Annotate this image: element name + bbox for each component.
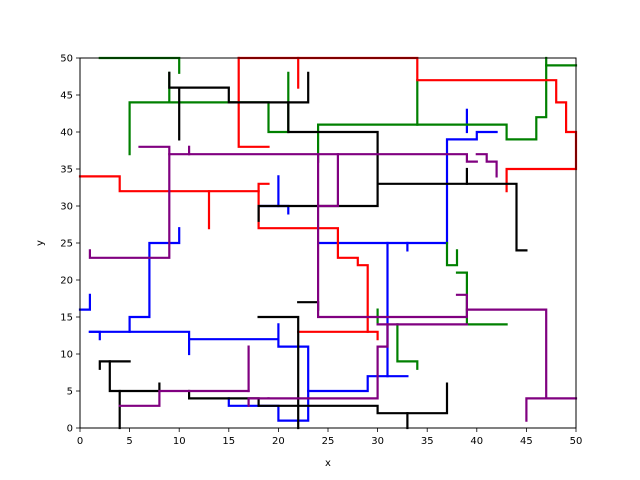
x-tick-label: 25	[322, 436, 335, 447]
series-line-25	[237, 56, 270, 148]
y-tick-label: 45	[60, 91, 73, 102]
series-line-19	[445, 241, 459, 267]
series-line-51	[267, 323, 389, 400]
x-tick-label: 35	[421, 436, 434, 447]
y-tick-label: 35	[60, 165, 73, 176]
x-tick-label: 50	[570, 436, 583, 447]
series-line-28	[257, 190, 379, 341]
series-line-26	[237, 56, 578, 193]
x-tick-label: 45	[520, 436, 533, 447]
y-tick-label: 50	[60, 54, 73, 65]
series-line-16	[317, 79, 419, 163]
series-line-17	[416, 56, 548, 141]
series-line-6	[227, 389, 310, 422]
y-tick-label: 15	[60, 313, 73, 324]
series-line-24	[207, 182, 270, 193]
series-line-3	[128, 227, 181, 333]
y-tick-label: 10	[60, 350, 73, 361]
series-line-30	[168, 71, 310, 104]
y-tick-label: 0	[67, 424, 73, 435]
series-line-54	[118, 389, 250, 407]
y-tick-label: 5	[67, 387, 73, 398]
series-line-0	[78, 293, 92, 311]
x-tick-label: 10	[173, 436, 186, 447]
y-axis-ticks: 0 5 10 15 20 25 30 35 40 45 50	[60, 54, 80, 435]
series-line-46	[317, 153, 339, 208]
series-line-43	[138, 145, 171, 156]
series-line-52	[247, 397, 270, 407]
y-tick-label: 20	[60, 276, 73, 287]
y-tick-label: 40	[60, 128, 73, 139]
series-line-21	[396, 323, 419, 370]
x-axis-ticks: 0 5 10 15 20 25 30 35 40 45 50	[77, 428, 583, 447]
x-tick-label: 5	[126, 436, 132, 447]
y-tick-label: 25	[60, 239, 73, 250]
x-tick-label: 20	[272, 436, 285, 447]
series-line-47	[317, 204, 468, 319]
series-line-38	[188, 382, 449, 415]
x-tick-label: 0	[77, 436, 83, 447]
series-line-23	[78, 175, 211, 230]
series-line-33	[376, 182, 528, 252]
series-line-11	[406, 130, 498, 245]
series-line-45	[475, 153, 498, 178]
x-axis-label: x	[325, 458, 331, 469]
x-tick-label: 40	[470, 436, 483, 447]
series-line-36	[108, 360, 161, 393]
series-line-40	[257, 315, 300, 430]
series-line-35	[98, 360, 131, 370]
x-tick-label: 30	[371, 436, 384, 447]
y-axis-label: y	[35, 240, 46, 246]
x-tick-label: 15	[222, 436, 235, 447]
series-layer	[78, 56, 578, 430]
series-line-32	[257, 101, 379, 222]
series-line-2	[88, 330, 191, 356]
y-tick-label: 30	[60, 202, 73, 213]
